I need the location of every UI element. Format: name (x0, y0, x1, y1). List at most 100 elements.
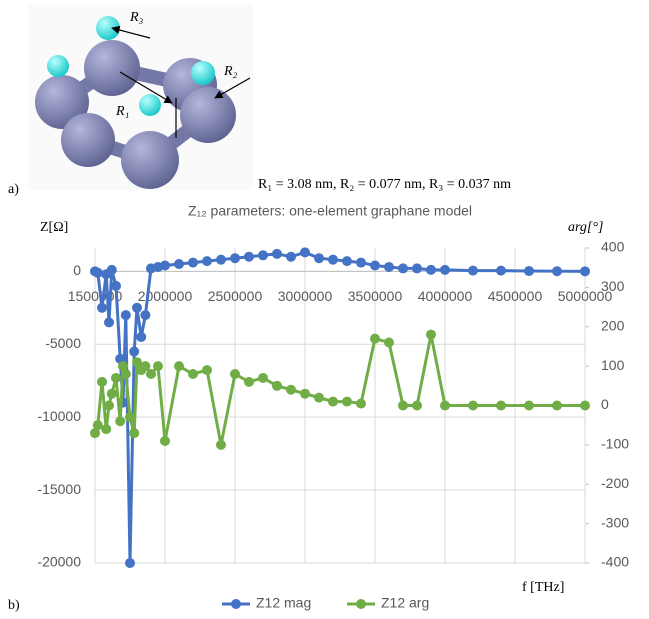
panel-label: b) (8, 598, 20, 613)
data-point (580, 401, 590, 411)
data-point (244, 252, 254, 262)
data-point (160, 436, 170, 446)
data-point (468, 401, 478, 411)
data-point (328, 255, 338, 265)
y2-tick-label: 100 (601, 357, 625, 373)
data-point (370, 261, 380, 271)
molecule: R₃ R₂ R₁ (28, 5, 253, 190)
data-point (230, 369, 240, 379)
r-label: R₂ (223, 64, 238, 79)
series-line (95, 335, 585, 445)
data-point (160, 261, 170, 271)
legend: Z12 mag Z12 arg (222, 595, 429, 611)
data-point (101, 424, 111, 434)
data-point (580, 266, 590, 276)
data-point (440, 265, 450, 275)
r-label: R₃ (129, 10, 144, 25)
legend-marker (356, 599, 366, 609)
data-point (552, 266, 562, 276)
data-point (342, 256, 352, 266)
x-tick-label: 3500000 (348, 288, 403, 304)
data-point (146, 369, 156, 379)
data-point (136, 332, 146, 342)
data-point (107, 389, 117, 399)
data-point (97, 303, 107, 313)
data-point (216, 255, 226, 265)
data-point (121, 369, 131, 379)
y-tick-label: -15000 (37, 481, 81, 497)
data-point (132, 303, 142, 313)
y2-tick-label: 200 (601, 317, 625, 333)
y2-tick-label: -100 (601, 436, 629, 452)
data-point (384, 338, 394, 348)
data-point (398, 401, 408, 411)
y2-tick-label: -200 (601, 475, 629, 491)
data-point (496, 266, 506, 276)
data-point (552, 401, 562, 411)
data-point (412, 401, 422, 411)
data-point (188, 369, 198, 379)
data-point (202, 365, 212, 375)
data-point (272, 249, 282, 259)
x-tick-label: 5000000 (558, 288, 613, 304)
y-tick-label: -5000 (45, 335, 81, 351)
data-point (104, 401, 114, 411)
data-point (244, 377, 254, 387)
data-point (258, 250, 268, 260)
data-point (230, 253, 240, 263)
x-axis-label: f [THz] (522, 580, 564, 595)
y2-axis-label: arg[°] (568, 220, 603, 235)
data-point (111, 373, 121, 383)
x-tick-label: 3000000 (278, 288, 333, 304)
data-point (104, 317, 114, 327)
data-point (111, 281, 121, 291)
data-point (286, 385, 296, 395)
data-point (216, 440, 226, 450)
data-point (258, 373, 268, 383)
data-point (314, 393, 324, 403)
x-tick-label: 4000000 (418, 288, 473, 304)
data-point (426, 265, 436, 275)
data-point (286, 252, 296, 262)
data-point (524, 401, 534, 411)
y2-tick-label: 0 (601, 396, 609, 412)
data-point (115, 416, 125, 426)
data-point (342, 397, 352, 407)
data-point (370, 334, 380, 344)
legend-label: Z12 arg (381, 595, 429, 611)
y-axis-label: Z[Ω] (40, 220, 68, 235)
data-point (440, 401, 450, 411)
x-tick-label: 4500000 (488, 288, 543, 304)
data-point (93, 268, 103, 278)
data-point (398, 263, 408, 273)
y2-tick-label: -400 (601, 554, 629, 570)
data-point (174, 361, 184, 371)
data-point (97, 377, 107, 387)
legend-label: Z12 mag (256, 595, 311, 611)
figure: R₃ R₂ R₁ a) R₁ = 3.08 nm, R₂ = 0.077 nm,… (0, 0, 649, 619)
data-point (125, 558, 135, 568)
data-point (125, 412, 135, 422)
data-point (129, 347, 139, 357)
data-point (426, 330, 436, 340)
data-point (140, 310, 150, 320)
y-tick-label: 0 (73, 262, 81, 278)
data-point (121, 310, 131, 320)
y2-tick-label: 400 (601, 239, 625, 255)
x-tick-label: 2500000 (208, 288, 263, 304)
data-point (188, 258, 198, 268)
data-point (328, 397, 338, 407)
legend-marker (231, 599, 241, 609)
data-point (300, 389, 310, 399)
data-point (468, 266, 478, 276)
data-point (107, 265, 117, 275)
y2-tick-label: -300 (601, 514, 629, 530)
data-point (174, 259, 184, 269)
data-point (356, 399, 366, 409)
r-label: R₁ (115, 104, 129, 119)
data-point (129, 428, 139, 438)
y-tick-label: -20000 (37, 554, 81, 570)
caption: R₁ = 3.08 nm, R₂ = 0.077 nm, R₃ = 0.037 … (258, 177, 511, 192)
data-point (153, 361, 163, 371)
data-point (496, 401, 506, 411)
